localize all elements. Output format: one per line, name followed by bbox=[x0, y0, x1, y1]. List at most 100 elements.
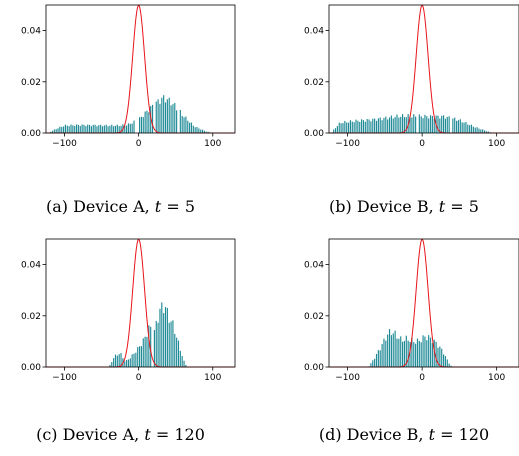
y-tick-label: 0.04 bbox=[21, 27, 41, 37]
histogram-bar bbox=[374, 118, 376, 133]
histogram-bar bbox=[174, 333, 176, 367]
histogram-bar bbox=[415, 116, 417, 133]
histogram-bar bbox=[420, 116, 422, 133]
histogram-bar bbox=[411, 117, 413, 133]
chart-panel-b: −100 0 100 0.00 0.02 0.04 (b) Device B, t = 5 bbox=[304, 4, 519, 216]
histogram-bar bbox=[392, 118, 394, 133]
y-tick-label: 0.00 bbox=[304, 363, 324, 373]
histogram-bar bbox=[483, 130, 486, 133]
histogram-bar bbox=[336, 126, 338, 133]
histogram-bar bbox=[351, 121, 353, 133]
histogram-bar bbox=[144, 111, 146, 133]
histogram-bar bbox=[120, 125, 122, 133]
histogram-bar bbox=[392, 333, 394, 367]
histogram-bar bbox=[109, 364, 111, 367]
histogram-bar bbox=[387, 119, 389, 133]
histogram-bar bbox=[418, 114, 420, 133]
histogram-bar bbox=[381, 120, 383, 133]
histogram-bar bbox=[374, 358, 376, 367]
histogram-bar bbox=[181, 115, 183, 133]
histogram-bar bbox=[346, 122, 348, 133]
histogram-a bbox=[48, 95, 213, 133]
histogram-bar bbox=[190, 122, 193, 133]
histogram-bar bbox=[439, 346, 441, 367]
histogram-bar bbox=[113, 126, 115, 133]
histogram-bar bbox=[383, 117, 385, 133]
histogram-bar bbox=[362, 120, 365, 133]
histogram-bar bbox=[457, 120, 460, 133]
histogram-bar bbox=[396, 338, 398, 367]
histogram-d bbox=[368, 329, 452, 367]
histogram-bar bbox=[57, 128, 59, 133]
histogram-bar bbox=[405, 117, 407, 133]
histogram-bar bbox=[355, 119, 357, 133]
histogram-bar bbox=[101, 126, 104, 133]
histogram-bar bbox=[170, 321, 172, 367]
histogram-bar bbox=[146, 110, 148, 133]
chart-panel-c: −100 0 100 0.00 0.02 0.04 (c) Device A, t = 12… bbox=[21, 238, 236, 444]
histogram-bar bbox=[74, 126, 76, 133]
y-tick-label: 0.04 bbox=[21, 261, 41, 271]
histogram-bar bbox=[133, 120, 135, 133]
normal-pdf-curve bbox=[329, 238, 519, 368]
histogram-bar bbox=[361, 119, 363, 133]
histogram-bar bbox=[159, 308, 161, 367]
histogram-bar bbox=[59, 126, 61, 133]
histogram-bar bbox=[472, 126, 474, 133]
histogram-bar bbox=[428, 118, 430, 133]
y-tick-label: 0.00 bbox=[304, 129, 324, 139]
histogram-bar bbox=[70, 124, 72, 133]
histogram-bar bbox=[118, 354, 120, 367]
histogram-bar bbox=[140, 116, 143, 133]
histogram-bar bbox=[120, 353, 122, 367]
histogram-bar bbox=[480, 129, 482, 133]
histogram-bar bbox=[387, 334, 389, 367]
histogram-bar bbox=[107, 126, 109, 133]
histogram-bar bbox=[409, 116, 411, 133]
histogram-bar bbox=[127, 123, 130, 133]
histogram-bar bbox=[379, 117, 381, 133]
histogram-bar bbox=[463, 122, 465, 133]
histogram-bar bbox=[334, 128, 337, 133]
histogram-bar bbox=[116, 355, 118, 367]
histogram-bar bbox=[207, 131, 209, 133]
x-tick-label: −100 bbox=[52, 373, 77, 383]
caption-a: (a) Device A, t = 5 bbox=[46, 197, 195, 216]
histogram-bar bbox=[63, 126, 65, 133]
histogram-bar bbox=[461, 122, 463, 133]
histogram-bar bbox=[377, 118, 379, 133]
histogram-bar bbox=[179, 109, 181, 133]
histogram-bar bbox=[411, 337, 413, 367]
histogram-bar bbox=[381, 344, 383, 367]
histogram-bar bbox=[478, 128, 480, 133]
histogram-bar bbox=[137, 347, 139, 367]
y-tick-label: 0.04 bbox=[304, 27, 324, 37]
histogram-bar bbox=[444, 356, 447, 367]
histogram-bar bbox=[131, 354, 133, 367]
histogram-bar bbox=[103, 125, 105, 133]
histogram-bar bbox=[385, 116, 387, 133]
histogram-bar bbox=[181, 355, 183, 367]
y-tick-label: 0.00 bbox=[21, 129, 41, 139]
histogram-bar bbox=[176, 110, 178, 133]
histogram-bar bbox=[163, 95, 165, 133]
histogram-bar bbox=[161, 97, 163, 133]
histogram-bar bbox=[431, 343, 433, 367]
histogram-bar bbox=[53, 129, 55, 133]
histogram-bar bbox=[205, 131, 207, 133]
histogram-bar bbox=[135, 352, 137, 367]
histogram-bar bbox=[344, 120, 346, 133]
axes-frame bbox=[328, 238, 519, 368]
histogram-bar bbox=[375, 120, 378, 133]
histogram-bar bbox=[401, 114, 404, 133]
histogram-bar bbox=[144, 336, 146, 367]
histogram-bar bbox=[83, 124, 85, 133]
histogram-bar bbox=[124, 125, 126, 133]
histogram-bar bbox=[385, 340, 387, 367]
histogram-bar bbox=[81, 124, 83, 133]
histogram-bar bbox=[163, 313, 165, 367]
histogram-bar bbox=[364, 121, 366, 133]
histogram-bar bbox=[150, 326, 152, 367]
histogram-bar bbox=[442, 115, 445, 133]
histogram-bar bbox=[166, 307, 168, 367]
